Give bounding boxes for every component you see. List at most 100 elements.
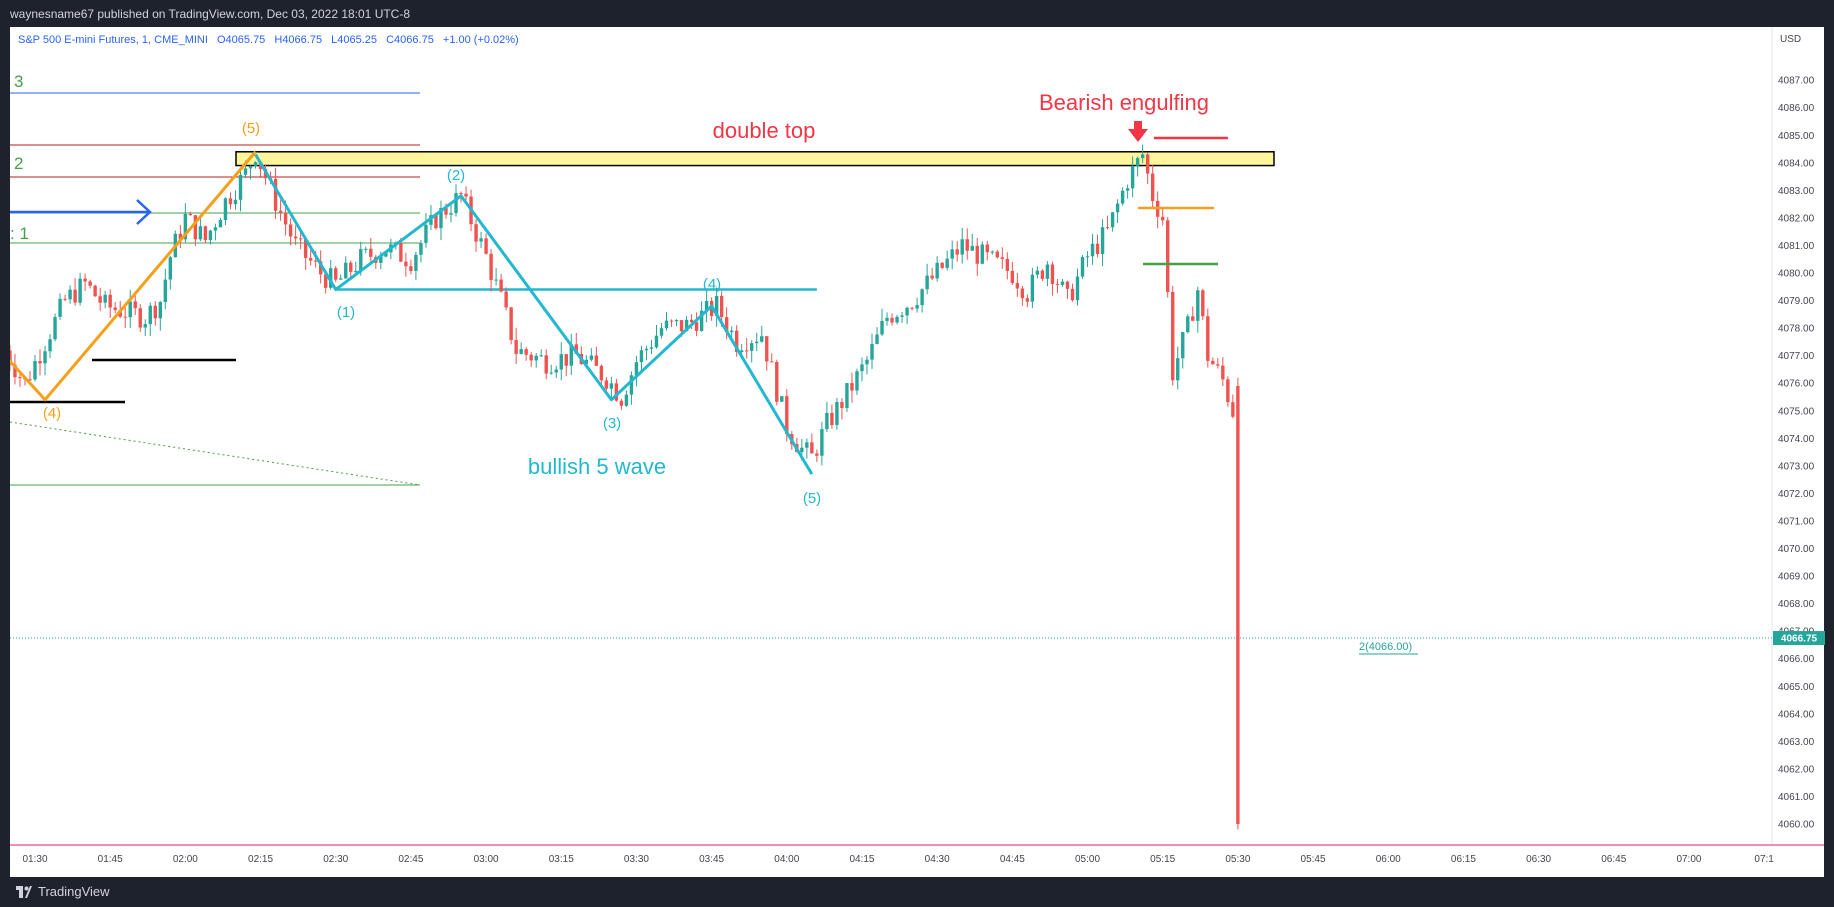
candle-body bbox=[885, 317, 889, 321]
y-tick-label: 4063.00 bbox=[1778, 737, 1815, 748]
candle-body bbox=[1176, 358, 1180, 381]
candle-body bbox=[599, 365, 604, 381]
candle-body bbox=[133, 301, 137, 309]
bearish-arrow-down-icon bbox=[1128, 129, 1148, 142]
candle-body bbox=[439, 207, 443, 229]
candle-body bbox=[168, 257, 173, 280]
tradingview-brand[interactable]: TradingView bbox=[16, 884, 110, 899]
candle-body bbox=[910, 307, 914, 309]
candle-body bbox=[930, 275, 934, 279]
candle-body bbox=[519, 349, 523, 354]
candle-body bbox=[624, 394, 629, 406]
candle-body bbox=[1171, 292, 1175, 381]
cyan-wave-line bbox=[254, 153, 814, 475]
cyan-wave-label: (4) bbox=[703, 276, 721, 293]
candle-body bbox=[614, 383, 619, 401]
candle-body bbox=[559, 354, 563, 370]
y-tick-label: 4074.00 bbox=[1778, 434, 1815, 445]
y-tick-label: 4079.00 bbox=[1778, 296, 1815, 307]
candle-body bbox=[474, 224, 478, 242]
candle-body bbox=[253, 162, 258, 167]
candle-body bbox=[1035, 270, 1040, 275]
symbol-name[interactable]: S&P 500 E-mini Futures, 1, CME_MINI bbox=[18, 34, 208, 46]
candle-body bbox=[128, 301, 132, 318]
x-tick-label: 05:30 bbox=[1225, 854, 1250, 865]
candle-body bbox=[339, 278, 343, 280]
candle-body bbox=[840, 402, 844, 409]
candle-body bbox=[664, 320, 669, 329]
candle-body bbox=[78, 278, 82, 303]
cyan-wave-label: (3) bbox=[603, 415, 621, 432]
candle-body bbox=[639, 350, 644, 363]
candle-body bbox=[459, 193, 463, 195]
candle-body bbox=[980, 244, 984, 264]
candle-body bbox=[619, 400, 624, 406]
candle-body bbox=[1135, 158, 1140, 166]
y-tick-label: 4066.00 bbox=[1778, 654, 1815, 665]
y-tick-label: 4080.00 bbox=[1778, 269, 1815, 280]
candle-body bbox=[714, 295, 719, 316]
candle-body bbox=[148, 305, 152, 325]
candle-body bbox=[369, 248, 373, 257]
x-tick-label: 02:30 bbox=[323, 854, 348, 865]
candle-body bbox=[354, 270, 358, 272]
fib-label-1: : 1 bbox=[10, 224, 29, 243]
last-candle-body bbox=[1236, 385, 1240, 824]
blue-arrow-head-icon bbox=[136, 199, 152, 225]
candle-body bbox=[800, 447, 804, 453]
x-tick-label: 04:30 bbox=[925, 854, 950, 865]
candle-body bbox=[238, 174, 243, 200]
candle-body bbox=[770, 361, 774, 363]
candle-body bbox=[1080, 257, 1085, 277]
orange-wave-line bbox=[10, 150, 257, 402]
candle-body bbox=[183, 213, 188, 240]
candle-body bbox=[940, 262, 944, 268]
candle-body bbox=[499, 279, 503, 292]
candle-body bbox=[68, 289, 72, 300]
candle-body bbox=[138, 308, 142, 328]
x-tick-label: 05:45 bbox=[1301, 854, 1326, 865]
candle-body bbox=[123, 316, 127, 318]
y-tick-label: 4081.00 bbox=[1778, 241, 1815, 252]
candle-body bbox=[920, 289, 924, 306]
ohlc-close: C4066.75 bbox=[386, 34, 434, 46]
ohlc-high: H4066.75 bbox=[274, 34, 323, 46]
y-tick-label: 4062.00 bbox=[1778, 764, 1815, 775]
cyan-wave-label: (5) bbox=[803, 490, 821, 507]
candle-body bbox=[1206, 316, 1210, 361]
candle-body bbox=[444, 207, 448, 215]
candle-body bbox=[644, 348, 649, 351]
last-price-label: 4066.75 bbox=[1781, 634, 1818, 645]
x-tick-label: 06:45 bbox=[1601, 854, 1626, 865]
candle-body bbox=[775, 361, 779, 402]
orange-wave-label-5: (5) bbox=[242, 120, 260, 137]
candle-body bbox=[43, 351, 47, 364]
candle-body bbox=[308, 257, 313, 261]
candle-body bbox=[424, 224, 428, 243]
candle-body bbox=[750, 343, 754, 351]
y-tick-label: 4060.00 bbox=[1778, 820, 1815, 831]
candle-body bbox=[434, 215, 438, 229]
y-tick-label: 4073.00 bbox=[1778, 461, 1815, 472]
bearish-engulfing-label: Bearish engulfing bbox=[1039, 90, 1209, 115]
candle-body bbox=[1025, 298, 1030, 302]
x-tick-label: 06:15 bbox=[1451, 854, 1476, 865]
candle-body bbox=[634, 362, 639, 376]
cyan-wave-label: (2) bbox=[447, 167, 465, 184]
candle-body bbox=[755, 341, 759, 344]
candle-body bbox=[509, 307, 513, 340]
y-tick-label: 4077.00 bbox=[1778, 351, 1815, 362]
candle-body bbox=[88, 281, 92, 286]
ohlc-open: O4065.75 bbox=[216, 34, 266, 46]
candle-body bbox=[529, 354, 533, 361]
candle-body bbox=[1166, 220, 1170, 293]
candle-body bbox=[303, 238, 308, 258]
y-tick-label: 4071.00 bbox=[1778, 516, 1815, 527]
y-tick-label: 4083.00 bbox=[1778, 186, 1815, 197]
candle-body bbox=[674, 320, 679, 322]
x-tick-label: 03:00 bbox=[474, 854, 499, 865]
candle-body bbox=[218, 220, 223, 228]
candle-body bbox=[584, 359, 589, 365]
candle-body bbox=[760, 336, 764, 342]
